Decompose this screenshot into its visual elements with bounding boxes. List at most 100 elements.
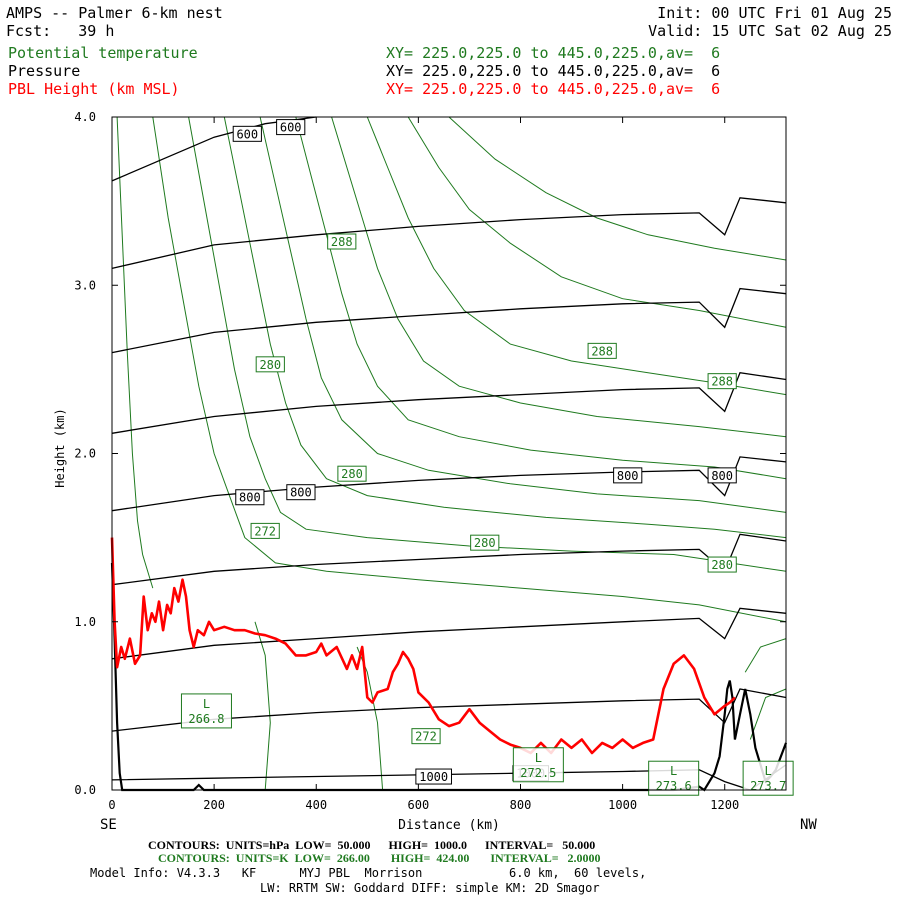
theta-label-box (707, 373, 737, 390)
contour-labels: 6006008008008008001000100028828828828028… (180, 119, 794, 796)
pbl-height-series (110, 537, 736, 755)
pressure-contour-650 (111, 197, 787, 270)
pressure-label-box (286, 484, 316, 501)
field-pbl-xy: XY= 225.0,225.0 to 445.0,225.0,av= 6 (386, 80, 721, 98)
theta-label-text: 280 (341, 467, 363, 481)
pressure-contours (111, 116, 787, 791)
theta-label-box (470, 534, 500, 551)
theta-label-box (255, 356, 285, 373)
pressure-label-text: 800 (239, 491, 261, 505)
footer-theta-contours: CONTOURS: UNITS=K LOW= 266.00 HIGH= 424.… (158, 851, 601, 865)
pressure-label-box (276, 119, 306, 136)
theta-label-text: 288 (591, 344, 613, 358)
pressure-label: 1000 (415, 768, 452, 785)
chart-title: AMPS -- Palmer 6-km nest (6, 4, 223, 22)
theta-label-text: 280 (711, 558, 733, 572)
pressure-contour-700 (111, 287, 787, 354)
pressure-contour-750 (111, 371, 787, 434)
pressure-label-text: 800 (711, 469, 733, 483)
theta-contour-line (744, 638, 787, 673)
x-tick-label: 400 (305, 798, 327, 812)
pressure-label: 800 (613, 467, 643, 484)
x-tick-label: 1200 (710, 798, 739, 812)
theta-low-letter: L (535, 751, 542, 765)
x-tick-label: 800 (510, 798, 532, 812)
theta-contour-line (749, 688, 787, 740)
init-time: Init: 00 UTC Fri 01 Aug 25 (657, 4, 892, 22)
pressure-label-text: 600 (280, 121, 302, 135)
theta-label-text: 280 (474, 536, 496, 550)
pressure-label: 600 (276, 119, 306, 136)
theta-low-letter: L (203, 697, 210, 711)
x-axis-label: Distance (km) (398, 818, 500, 833)
pressure-label: 800 (235, 489, 265, 506)
forecast-hour: Fcst: 39 h (6, 22, 115, 40)
theta-label: 280 (255, 356, 285, 373)
pressure-label: 800 (286, 484, 316, 501)
theta-low-value: 273.7 (750, 779, 786, 793)
y-tick-label: 0.0 (74, 783, 96, 797)
y-tick-label: 2.0 (74, 447, 96, 461)
theta-contour-line (331, 116, 787, 438)
theta-contour-line (116, 116, 154, 589)
pressure-label-text: 1000 (419, 770, 448, 784)
theta-label-box (327, 233, 357, 250)
theta-label-text: 272 (254, 524, 276, 538)
pressure-contour-900 (111, 607, 787, 660)
field-pbl-label: PBL Height (km MSL) (8, 80, 180, 98)
pressure-label-box (235, 489, 265, 506)
pressure-label-box (415, 768, 452, 785)
theta-contour-line (407, 116, 787, 328)
theta-label: 280 (707, 556, 737, 573)
field-pressure-label: Pressure (8, 62, 81, 80)
y-tick-label: 1.0 (74, 615, 96, 629)
axes: 0 200 400 600 800 1000 1200 0.0 1.0 2.0 3.0 4.0 (74, 110, 786, 812)
pressure-label-text: 800 (290, 486, 312, 500)
theta-low-value: 266.8 (188, 712, 224, 726)
theta-label: 288 (327, 233, 357, 250)
terrain-line (110, 562, 788, 792)
theta-label: 288 (707, 373, 737, 390)
theta-label-box (337, 465, 367, 482)
field-theta-xy: XY= 225.0,225.0 to 445.0,225.0,av= 6 (386, 44, 721, 62)
theta-label-box (411, 728, 441, 745)
pressure-label-text: 600 (236, 127, 258, 141)
theta-contour-line (254, 621, 271, 791)
x-axis-left-end-label: SE (100, 817, 117, 833)
theta-label: 288 (587, 342, 617, 359)
theta-label-text: 288 (331, 235, 353, 249)
theta-contours (116, 116, 787, 791)
theta-label: 280 (470, 534, 500, 551)
cross-section-chart: 600 600 800 800 800 800 1000 1000 288 288 288 280 28… (53, 110, 817, 833)
theta-label-text: 272 (415, 730, 437, 744)
x-tick-label: 600 (408, 798, 430, 812)
y-tick-label: 4.0 (74, 110, 96, 124)
theta-label: 272 (411, 728, 441, 745)
x-axis-right-end-label: NW (800, 817, 817, 833)
pressure-label: 600 (232, 125, 262, 142)
theta-contour-line (356, 646, 384, 791)
theta-contour-line (259, 116, 787, 513)
footer-pressure-contours: CONTOURS: UNITS=hPa LOW= 50.000 HIGH= 10… (148, 838, 596, 852)
theta-low-letter: L (670, 764, 677, 778)
theta-label: 280 (337, 465, 367, 482)
terrain-profile (110, 562, 788, 792)
theta-contour-line (188, 116, 787, 572)
field-pressure-xy: XY= 225.0,225.0 to 445.0,225.0,av= 6 (386, 62, 721, 80)
theta-contour-line (295, 116, 787, 480)
theta-label-text: 280 (259, 358, 281, 372)
x-tick-label: 0 (108, 798, 115, 812)
x-tick-label: 200 (203, 798, 225, 812)
theta-low-value: 273.6 (656, 779, 692, 793)
field-theta-label: Potential temperature (8, 44, 198, 62)
pressure-label-box (613, 467, 643, 484)
theta-low-value: 272.5 (520, 766, 556, 780)
plot-frame (111, 116, 787, 791)
pbl-height-line (110, 537, 736, 755)
theta-label-box (250, 522, 280, 539)
pressure-contour-1000 (111, 764, 787, 791)
x-tick-label: 1000 (608, 798, 637, 812)
y-axis-label: Height (km) (53, 408, 67, 487)
